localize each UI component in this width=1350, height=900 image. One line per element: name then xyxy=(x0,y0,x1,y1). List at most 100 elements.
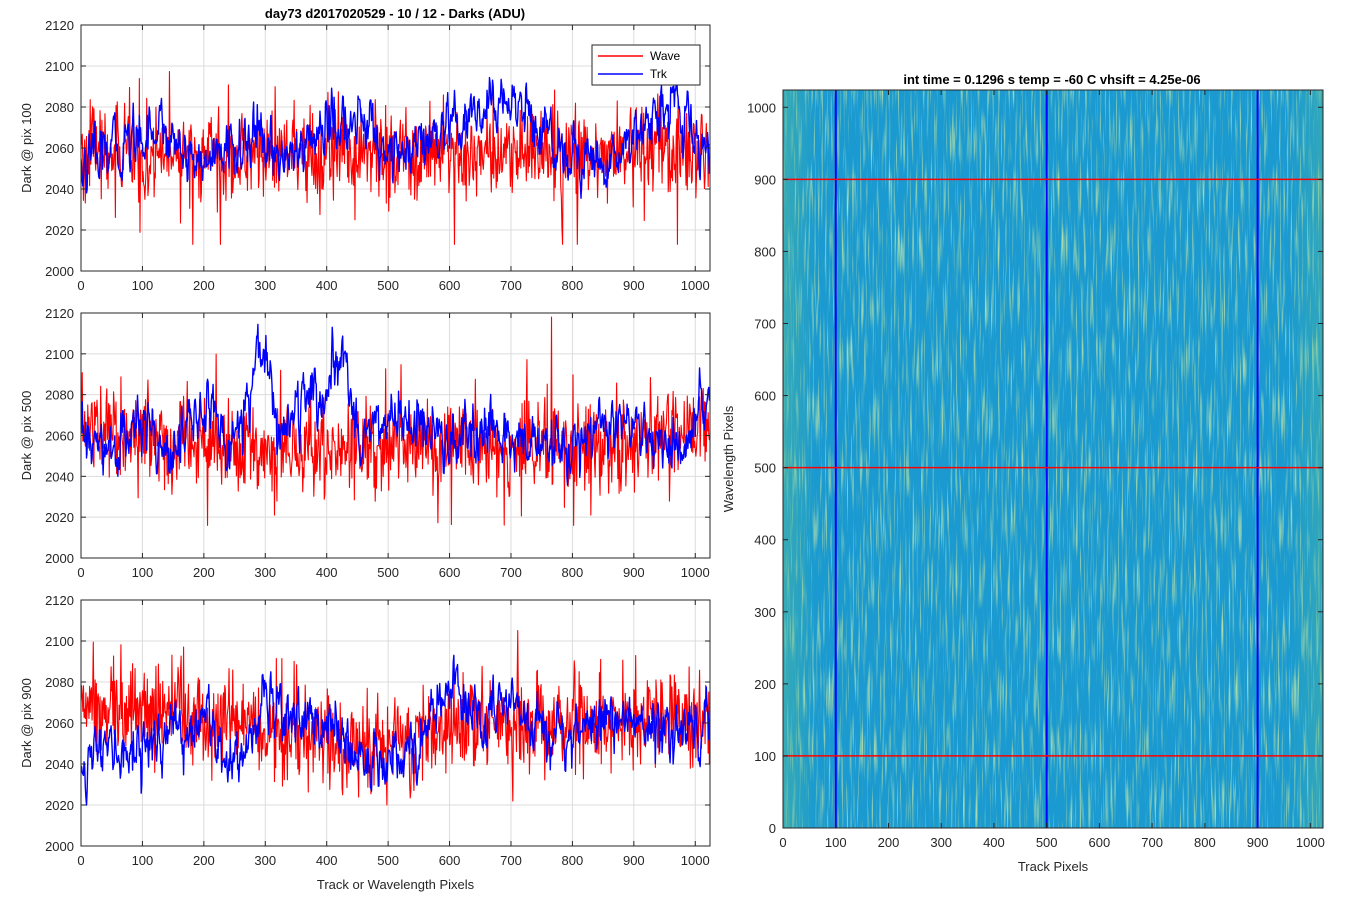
x-tick-label: 400 xyxy=(316,853,338,868)
y-tick-label: 100 xyxy=(754,749,776,764)
y-tick-label: 600 xyxy=(754,389,776,404)
x-tick-label: 300 xyxy=(254,278,276,293)
y-tick-label: 0 xyxy=(769,821,776,836)
y-tick-label: 2040 xyxy=(45,757,74,772)
x-tick-label: 300 xyxy=(254,853,276,868)
x-tick-label: 1000 xyxy=(681,565,710,580)
y-tick-label: 2000 xyxy=(45,551,74,566)
x-tick-label: 900 xyxy=(623,278,645,293)
y-tick-label: 2000 xyxy=(45,839,74,854)
x-tick-label: 600 xyxy=(439,278,461,293)
subplot-dark-pix-100: day73 d2017020529 - 10 / 12 - Darks (ADU… xyxy=(19,6,711,293)
y-tick-label: 700 xyxy=(754,317,776,332)
series-line-trk xyxy=(81,76,710,199)
legend: Wave Trk xyxy=(591,44,701,86)
x-tick-label: 600 xyxy=(439,565,461,580)
x-tick-label: 900 xyxy=(1247,835,1269,850)
legend-trk-label: Trk xyxy=(650,67,668,81)
x-tick-label: 1000 xyxy=(1296,835,1325,850)
heatmap-image-edge-shading xyxy=(783,90,1323,828)
x-tick-label: 700 xyxy=(1141,835,1163,850)
x-tick-label: 500 xyxy=(377,278,399,293)
y-axis-label: Dark @ pix 100 xyxy=(19,103,34,193)
figure-title: day73 d2017020529 - 10 / 12 - Darks (ADU… xyxy=(265,6,525,21)
y-tick-label: 2060 xyxy=(45,141,74,156)
series-line-wave xyxy=(81,630,710,806)
subplot-dark-pix-900: 0 100 200 300 400 500 600 700 800 900 1000 2000 2020… xyxy=(19,593,711,892)
heatmap-y-axis-label: Wavelength Pixels xyxy=(721,405,736,512)
y-tick-label: 2080 xyxy=(45,388,74,403)
x-tick-label: 200 xyxy=(193,278,215,293)
x-tick-label: 300 xyxy=(930,835,952,850)
y-tick-label: 2120 xyxy=(45,306,74,321)
x-axis-label: Track or Wavelength Pixels xyxy=(317,877,475,892)
x-tick-label: 100 xyxy=(132,278,154,293)
x-tick-label: 100 xyxy=(132,565,154,580)
subplot-dark-pix-500: 0 100 200 300 400 500 600 700 800 900 1000 2000 2020… xyxy=(19,306,711,580)
x-tick-label: 1000 xyxy=(681,853,710,868)
x-tick-label: 800 xyxy=(562,565,584,580)
x-tick-label: 600 xyxy=(1089,835,1111,850)
y-tick-label: 2100 xyxy=(45,347,74,362)
y-tick-label: 500 xyxy=(754,461,776,476)
legend-box xyxy=(591,44,701,86)
y-tick-label: 2040 xyxy=(45,469,74,484)
x-tick-label: 900 xyxy=(623,565,645,580)
x-tick-label: 800 xyxy=(562,853,584,868)
y-tick-label: 2100 xyxy=(45,59,74,74)
x-tick-label: 400 xyxy=(316,278,338,293)
x-tick-label: 0 xyxy=(77,278,84,293)
x-tick-label: 800 xyxy=(562,278,584,293)
series-line-trk xyxy=(81,654,710,806)
series-line-wave xyxy=(81,70,710,245)
y-tick-label: 2120 xyxy=(45,593,74,608)
y-tick-label: 800 xyxy=(754,244,776,259)
x-tick-label: 1000 xyxy=(681,278,710,293)
x-tick-label: 400 xyxy=(983,835,1005,850)
x-tick-label: 400 xyxy=(316,565,338,580)
x-tick-label: 100 xyxy=(825,835,847,850)
y-tick-label: 2040 xyxy=(45,182,74,197)
x-tick-label: 100 xyxy=(132,853,154,868)
y-tick-label: 200 xyxy=(754,677,776,692)
y-tick-label: 1000 xyxy=(747,100,776,115)
x-tick-label: 500 xyxy=(377,853,399,868)
series-line-trk xyxy=(81,323,710,486)
legend-wave-label: Wave xyxy=(650,49,681,63)
x-tick-label: 200 xyxy=(193,853,215,868)
x-tick-label: 700 xyxy=(500,565,522,580)
y-tick-label: 2100 xyxy=(45,634,74,649)
y-tick-label: 2080 xyxy=(45,675,74,690)
x-tick-label: 300 xyxy=(254,565,276,580)
y-tick-label: 2020 xyxy=(45,223,74,238)
heatmap-dark-frame: int time = 0.1296 s temp = -60 C vhsift … xyxy=(721,72,1325,874)
x-tick-label: 500 xyxy=(1036,835,1058,850)
y-tick-label: 2060 xyxy=(45,716,74,731)
y-tick-label: 2120 xyxy=(45,18,74,33)
y-tick-label: 300 xyxy=(754,605,776,620)
x-tick-label: 800 xyxy=(1194,835,1216,850)
y-tick-label: 2020 xyxy=(45,798,74,813)
y-tick-label: 2020 xyxy=(45,510,74,525)
x-tick-label: 200 xyxy=(193,565,215,580)
y-tick-label: 400 xyxy=(754,533,776,548)
x-tick-label: 900 xyxy=(623,853,645,868)
x-tick-label: 500 xyxy=(377,565,399,580)
x-tick-label: 0 xyxy=(77,565,84,580)
axes-frame xyxy=(782,89,1324,829)
heatmap-title: int time = 0.1296 s temp = -60 C vhsift … xyxy=(903,72,1200,87)
y-tick-label: 2000 xyxy=(45,264,74,279)
x-tick-label: 0 xyxy=(77,853,84,868)
y-tick-label: 900 xyxy=(754,172,776,187)
x-tick-label: 700 xyxy=(500,278,522,293)
x-tick-label: 600 xyxy=(439,853,461,868)
y-axis-label: Dark @ pix 500 xyxy=(19,391,34,481)
heatmap-x-axis-label: Track Pixels xyxy=(1018,859,1089,874)
y-tick-label: 2080 xyxy=(45,100,74,115)
y-tick-label: 2060 xyxy=(45,429,74,444)
x-tick-label: 200 xyxy=(878,835,900,850)
x-tick-label: 0 xyxy=(779,835,786,850)
x-tick-label: 700 xyxy=(500,853,522,868)
y-axis-label: Dark @ pix 900 xyxy=(19,678,34,768)
